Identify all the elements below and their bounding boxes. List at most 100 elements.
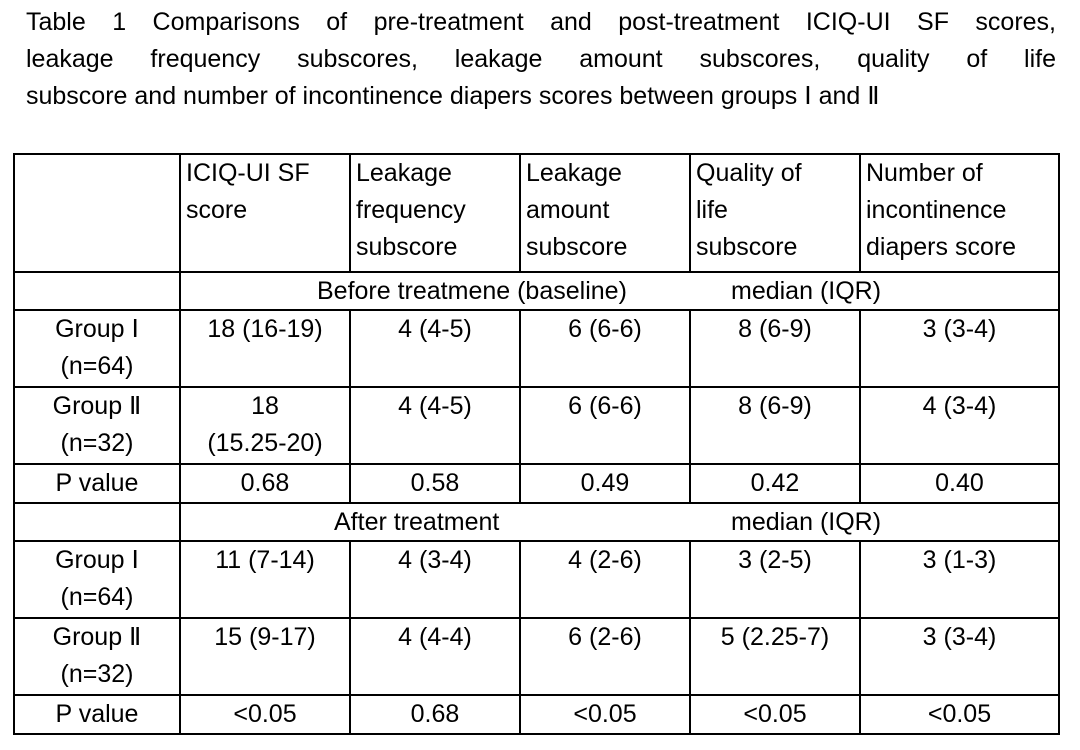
cell-value: 3 (3-4) (922, 623, 997, 651)
table-caption: Table 1 Comparisons of pre-treatment and… (26, 4, 1056, 115)
table-cell: 18 (16-19) (179, 309, 351, 388)
table-cell: 4 (3-4) (859, 386, 1060, 465)
table-cell: 3 (1-3) (859, 540, 1060, 619)
header-line: Leakage (526, 159, 622, 187)
section-label: Before treatmene (baseline) (317, 277, 627, 305)
cell-value-range: (15.25-20) (207, 429, 323, 457)
cell-value: 8 (6-9) (738, 315, 812, 343)
table-row: Group Ⅰ (n=64) 18 (16-19) 4 (4-5) 6 (6-6… (13, 309, 1060, 388)
table-row: Group Ⅱ (n=32) 15 (9-17) 4 (4-4) 6 (2-6)… (13, 617, 1060, 696)
group-name: Group Ⅰ (55, 546, 139, 574)
caption-line-1: Table 1 Comparisons of pre-treatment and… (26, 8, 1056, 36)
row-label: Group Ⅰ (n=64) (13, 309, 181, 388)
section-row-before: Before treatmene (baseline) median (IQR) (13, 271, 1060, 311)
table-cell: 18 (15.25-20) (179, 386, 351, 465)
header-line: score (186, 196, 248, 224)
cell-value: 6 (2-6) (568, 623, 642, 651)
group-name: Group Ⅱ (52, 623, 142, 651)
cell-value: 11 (7-14) (215, 546, 315, 574)
header-line: ICIQ-UI SF (186, 159, 310, 187)
table-cell: 4 (2-6) (519, 540, 691, 619)
table-cell: 8 (6-9) (689, 309, 861, 388)
p-value-cell: 0.68 (349, 694, 521, 735)
p-value-cell: <0.05 (689, 694, 861, 735)
table-row: Group Ⅱ (n=32) 18 (15.25-20) 4 (4-5) 6 (… (13, 386, 1060, 465)
cell-value: 3 (3-4) (922, 315, 997, 343)
header-corner-cell (13, 153, 181, 273)
cell-value: 6 (6-6) (568, 392, 642, 420)
section-label-cell: Before treatmene (baseline) median (IQR) (179, 271, 1060, 311)
header-line: frequency (356, 196, 466, 224)
section-row-after: After treatment median (IQR) (13, 502, 1060, 542)
table-cell: 3 (3-4) (859, 617, 1060, 696)
table-cell: 4 (3-4) (349, 540, 521, 619)
cell-value: 18 (251, 392, 279, 420)
header-line: Quality of (696, 159, 802, 187)
group-n: (n=64) (60, 583, 134, 611)
table-cell: 4 (4-5) (349, 386, 521, 465)
p-value-cell: <0.05 (859, 694, 1060, 735)
header-line: amount (526, 196, 610, 224)
p-value-row: P value <0.05 0.68 <0.05 <0.05 <0.05 (13, 694, 1060, 735)
header-row: ICIQ-UI SF score Leakage frequency subsc… (13, 153, 1060, 273)
caption-line-3: subscore and number of incontinence diap… (26, 82, 880, 110)
cell-value: 4 (4-5) (398, 392, 472, 420)
header-cell-diapers: Number of incontinence diapers score (859, 153, 1060, 273)
header-cell-leakage-amount: Leakage amount subscore (519, 153, 691, 273)
cell-value: 4 (3-4) (922, 392, 997, 420)
p-value-cell: <0.05 (179, 694, 351, 735)
header-line: subscore (526, 233, 628, 261)
header-line: subscore (356, 233, 458, 261)
table-cell: 4 (4-5) (349, 309, 521, 388)
table-row: Group Ⅰ (n=64) 11 (7-14) 4 (3-4) 4 (2-6)… (13, 540, 1060, 619)
table-cell: 8 (6-9) (689, 386, 861, 465)
header-line: subscore (696, 233, 798, 261)
row-label: Group Ⅰ (n=64) (13, 540, 181, 619)
p-value-label: P value (13, 694, 181, 735)
row-label: Group Ⅱ (n=32) (13, 386, 181, 465)
caption-line-2: leakage frequency subscores, leakage amo… (26, 45, 1056, 73)
table-cell: 3 (2-5) (689, 540, 861, 619)
group-n: (n=32) (60, 429, 134, 457)
cell-value: 3 (2-5) (738, 546, 812, 574)
p-value-cell: 0.58 (349, 463, 521, 504)
p-value-cell: 0.42 (689, 463, 861, 504)
cell-value: 6 (6-6) (568, 315, 642, 343)
section-label-cell: After treatment median (IQR) (179, 502, 1060, 542)
p-value-label: P value (13, 463, 181, 504)
table-cell: 5 (2.25-7) (689, 617, 861, 696)
p-value-cell: <0.05 (519, 694, 691, 735)
header-line: diapers score (866, 233, 1017, 261)
header-line: Number of (866, 159, 983, 187)
section-stat-label: median (IQR) (731, 508, 882, 536)
table-cell: 3 (3-4) (859, 309, 1060, 388)
section-blank-cell (13, 271, 181, 311)
group-name: Group Ⅱ (52, 392, 142, 420)
group-name: Group Ⅰ (55, 315, 139, 343)
cell-value: 4 (4-4) (398, 623, 472, 651)
results-table: ICIQ-UI SF score Leakage frequency subsc… (13, 153, 1060, 735)
table-cell: 6 (6-6) (519, 386, 691, 465)
cell-value: 3 (1-3) (922, 546, 997, 574)
cell-value: 8 (6-9) (738, 392, 812, 420)
header-line: Leakage (356, 159, 452, 187)
table-cell: 15 (9-17) (179, 617, 351, 696)
cell-value: 4 (4-5) (398, 315, 472, 343)
table-cell: 6 (6-6) (519, 309, 691, 388)
p-value-cell: 0.68 (179, 463, 351, 504)
table-cell: 6 (2-6) (519, 617, 691, 696)
row-label: Group Ⅱ (n=32) (13, 617, 181, 696)
header-line: incontinence (866, 196, 1007, 224)
section-blank-cell (13, 502, 181, 542)
header-cell-iciq: ICIQ-UI SF score (179, 153, 351, 273)
group-n: (n=64) (60, 352, 134, 380)
table-cell: 11 (7-14) (179, 540, 351, 619)
p-value-row: P value 0.68 0.58 0.49 0.42 0.40 (13, 463, 1060, 504)
section-label: After treatment (334, 508, 500, 536)
cell-value: 5 (2.25-7) (720, 623, 830, 651)
p-value-cell: 0.49 (519, 463, 691, 504)
table-cell: 4 (4-4) (349, 617, 521, 696)
header-line: life (696, 196, 728, 224)
p-value-cell: 0.40 (859, 463, 1060, 504)
cell-value: 4 (2-6) (568, 546, 642, 574)
